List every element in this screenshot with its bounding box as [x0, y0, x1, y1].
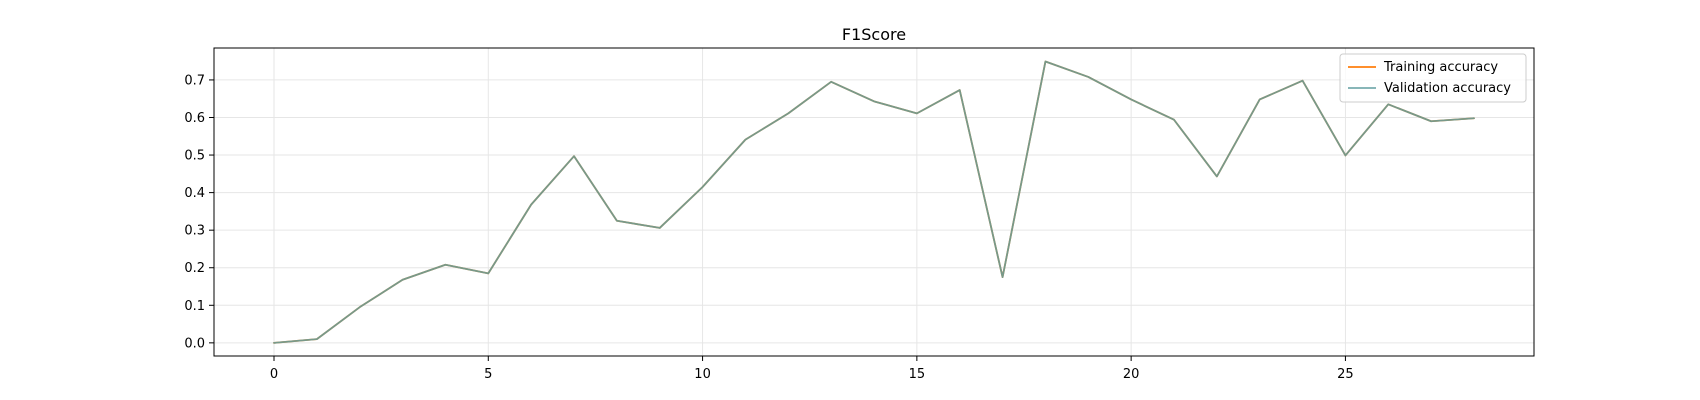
y-tick-label: 0.0	[184, 336, 205, 351]
y-tick-label: 0.2	[184, 261, 205, 276]
legend: Training accuracy Validation accuracy	[1339, 53, 1527, 103]
legend-label-training: Training accuracy	[1383, 60, 1498, 75]
x-axis: 0 5 10 15 20 25	[270, 356, 1354, 382]
y-tick-label: 0.3	[184, 224, 205, 239]
x-tick-label: 10	[694, 367, 711, 382]
y-tick-label: 0.5	[184, 149, 205, 164]
chart-title: F1Score	[842, 25, 906, 44]
series-line-validation-accuracy	[273, 60, 1475, 344]
y-tick-label: 0.4	[184, 186, 205, 201]
x-tick-label: 25	[1337, 367, 1354, 382]
y-tick-label: 0.1	[184, 299, 205, 314]
y-tick-label: 0.7	[184, 73, 205, 88]
x-tick-label: 15	[909, 367, 926, 382]
y-tick-label: 0.6	[184, 111, 205, 126]
legend-box	[1339, 53, 1527, 103]
plot-frame	[213, 47, 1535, 357]
x-tick-label: 5	[484, 367, 492, 382]
series-layer	[273, 60, 1475, 344]
legend-label-validation: Validation accuracy	[1384, 81, 1511, 96]
x-tick-label: 20	[1123, 367, 1140, 382]
grid	[214, 48, 1534, 356]
y-axis: 0.0 0.1 0.2 0.3 0.4 0.5 0.6 0.7	[184, 73, 214, 351]
x-tick-label: 0	[270, 367, 278, 382]
